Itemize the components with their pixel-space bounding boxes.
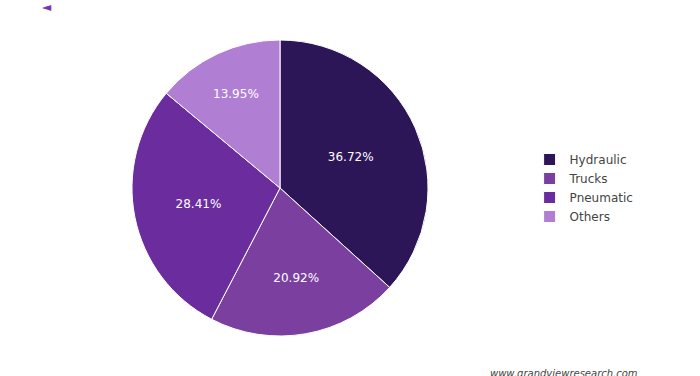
svg-text:Trucks: Trucks <box>569 172 608 186</box>
svg-text:Hydraulic: Hydraulic <box>570 153 627 167</box>
svg-text:20.92%: 20.92% <box>273 271 319 285</box>
svg-text:13.95%: 13.95% <box>213 87 259 101</box>
svg-text:36.72%: 36.72% <box>328 150 374 164</box>
svg-text:◄: ◄ <box>42 0 52 14</box>
svg-text:Others: Others <box>570 210 610 224</box>
svg-text:28.41%: 28.41% <box>176 197 222 211</box>
svg-text:Pneumatic: Pneumatic <box>570 191 633 205</box>
svg-text:www.grandviewresearch.com: www.grandviewresearch.com <box>490 368 638 376</box>
